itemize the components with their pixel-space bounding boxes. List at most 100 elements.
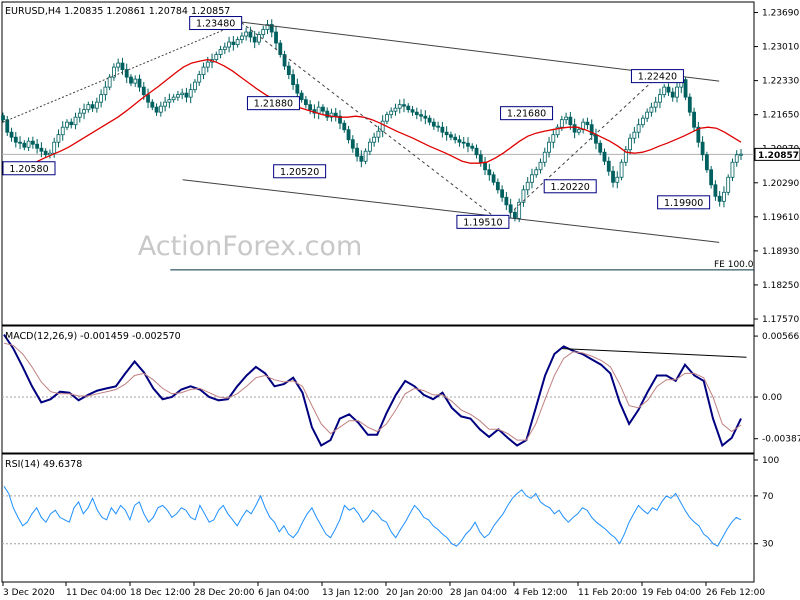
candle-body [107, 76, 112, 88]
candle-body [82, 109, 86, 114]
time-tick-label: 26 Feb 12:00 [706, 588, 765, 598]
candle-body [193, 81, 197, 91]
candle-body [321, 106, 325, 112]
candle-body [380, 120, 385, 132]
candle-body [478, 154, 483, 163]
candle-body [508, 204, 513, 213]
candle-body [248, 31, 253, 38]
candle-body [722, 191, 726, 202]
candle-body [231, 41, 236, 45]
candle-body [521, 189, 526, 203]
candle-body [60, 126, 65, 136]
candle-body [585, 121, 590, 126]
time-tick-label: 28 Dec 20:00 [194, 588, 255, 598]
candle-body [530, 174, 534, 183]
candle-body [675, 86, 679, 98]
candle-body [52, 141, 57, 154]
candle-body [670, 91, 675, 98]
candle-body [73, 116, 78, 126]
rsi-tick-label: 30 [762, 540, 774, 550]
candle-body [316, 106, 321, 114]
candle-body [30, 140, 35, 145]
candle-body [137, 78, 142, 88]
candle-body [410, 109, 415, 113]
candle-body [257, 34, 261, 43]
price-tick-label: 1.23690 [762, 9, 799, 19]
pane-frame-1 [1, 1, 755, 326]
candle-body [359, 155, 364, 162]
annotation-box [500, 106, 554, 121]
macd-divergence-line [562, 348, 747, 358]
annotation-box [189, 16, 243, 31]
candle-body [619, 161, 624, 178]
candle-body [367, 141, 372, 152]
channel-lower-line [182, 179, 720, 243]
candle-body [146, 94, 150, 103]
candle-body [393, 107, 398, 112]
candle-body [158, 105, 163, 113]
candle-body [385, 114, 389, 122]
candle-body [534, 169, 539, 176]
candle-body [453, 136, 458, 141]
candle-body [495, 181, 500, 191]
time-tick-label: 18 Dec 12:00 [130, 588, 191, 598]
pane-frame-3 [1, 453, 755, 583]
fe-level-label: FE 100.0 [714, 260, 754, 270]
time-tick-label: 11 Dec 04:00 [66, 588, 127, 598]
candle-body [116, 62, 121, 68]
time-tick-label: 3 Dec 2020 [3, 588, 55, 598]
candle-body [112, 66, 116, 78]
price-tick-label: 1.20290 [762, 179, 799, 189]
candle-body [184, 92, 189, 98]
candle-body [227, 41, 231, 48]
candle-body [419, 114, 423, 117]
time-x-axis: 3 Dec 2020 11 Dec 04:00 18 Dec 12:00 28 Dec… [2, 582, 765, 598]
candle-body [500, 189, 505, 198]
candle-body [286, 65, 291, 76]
candle-body [295, 84, 300, 94]
rsi-tick-label: 70 [762, 492, 774, 502]
candle-body [163, 101, 168, 107]
candle-body [564, 116, 568, 121]
candle-body [397, 104, 402, 109]
time-tick-label: 20 Jan 20:00 [386, 588, 443, 598]
candle-body [636, 124, 641, 133]
candle-body [598, 142, 603, 153]
candle-body [282, 54, 287, 67]
candle-body [56, 134, 61, 143]
price-tick-label: 1.19610 [762, 213, 799, 223]
candle-body [265, 24, 270, 30]
candle-body [538, 161, 543, 171]
price-y-axis: 1.236901.230101.223301.216501.209701.202… [754, 9, 800, 325]
candle-body [201, 66, 206, 76]
candle-body [466, 142, 470, 147]
candle-body [628, 137, 632, 151]
annotation-box [543, 179, 597, 194]
candle-body [291, 74, 295, 86]
price-tick-label: 1.21650 [762, 111, 799, 121]
moving-average [2, 58, 742, 176]
candle-body [333, 112, 338, 117]
candle-body [739, 153, 743, 156]
candle-body [218, 49, 223, 55]
zigzag-segment [241, 22, 502, 223]
candle-body [39, 147, 44, 152]
time-tick-label: 28 Jan 04:00 [450, 588, 507, 598]
price-pane: ActionForex.com FE 100.0 1.234801.205801… [1, 6, 800, 325]
candle-body [244, 31, 249, 37]
macd-pane-title: MACD(12,26,9) -0.001459 -0.002570 [5, 331, 181, 342]
candle-body [269, 24, 274, 33]
annotation-label: 1.19900 [664, 198, 703, 209]
candle-body [547, 141, 551, 153]
annotation-label: 1.20520 [280, 167, 319, 178]
candle-body [606, 160, 611, 172]
candle-body [48, 152, 52, 156]
candle-body [120, 62, 125, 71]
candle-body [666, 86, 671, 93]
candle-body [504, 196, 509, 206]
candle-body [197, 74, 202, 83]
price-pane-title: EURUSD,H4 1.20835 1.20861 1.20784 1.2085… [5, 6, 230, 17]
candle-body [649, 106, 654, 113]
candle-body [611, 170, 615, 183]
